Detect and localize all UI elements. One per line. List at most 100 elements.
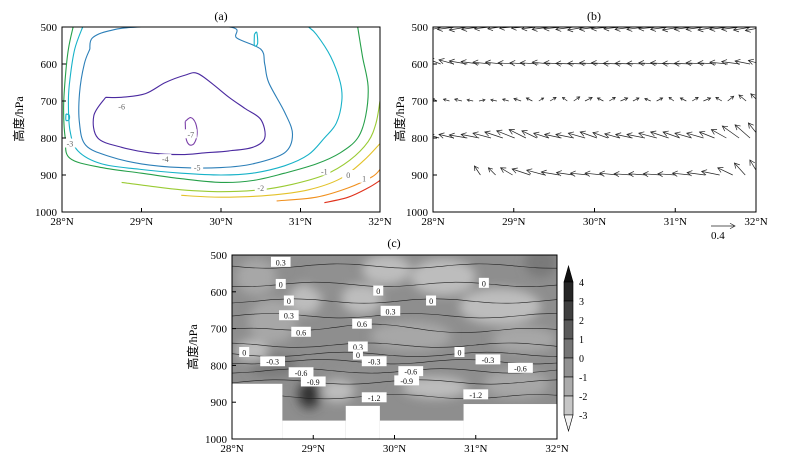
panel-b-ytick-label: 1000	[406, 207, 429, 219]
contour-label: -0.9	[307, 378, 320, 387]
wind-vector	[487, 167, 496, 176]
wind-vector	[644, 97, 651, 102]
wind-vector	[592, 131, 609, 139]
wind-vector	[490, 98, 497, 102]
wind-vector	[584, 170, 604, 177]
shading-patch	[321, 380, 354, 403]
contour-line-1	[92, 72, 266, 156]
wind-vector	[466, 98, 474, 102]
contour-label: 0	[279, 280, 283, 289]
wind-vector	[657, 171, 676, 178]
panel-b-axes: 28°N 29°N 30°N 31°N 32°N 500 600 700 800 900 1000	[406, 22, 768, 228]
wind-vector	[721, 125, 740, 139]
panel-b-xtick-label: 28°N	[421, 216, 444, 228]
wind-vector	[496, 129, 515, 139]
terrain-mask-block	[345, 405, 380, 439]
wind-vector	[561, 96, 568, 102]
contour-label-bg	[348, 341, 368, 352]
panel-a-ytick-label: 1000	[35, 207, 58, 219]
panel-c-contour-labels: 0.3000.30.60-0.3-0.6-0.90.60.300.30-0.3-…	[239, 256, 533, 403]
panel-c: (c) 0.3000.30.60-0.3-0.6-0.90.60.300.30-…	[185, 236, 587, 455]
contour-label-bg	[342, 170, 355, 179]
panel-c-label: (c)	[387, 236, 400, 250]
colorbar: 4 3 2 1 0 -1 -2 -3	[563, 264, 587, 433]
contour-label: 0	[482, 279, 486, 288]
contour-label: -0.6	[514, 364, 527, 373]
panel-b-vectors	[433, 27, 756, 178]
panel-a-ytick-label: 500	[41, 22, 58, 34]
contour-label-bg	[270, 256, 291, 267]
contour-label: -2	[257, 184, 264, 193]
contour-line	[232, 368, 557, 374]
contour-line-7	[276, 169, 380, 202]
panel-b-xtick-label: 29°N	[502, 216, 525, 228]
wind-vector	[673, 60, 693, 67]
panel-b: (b) 28°N 29°N 30°N 31°N 32°N 500 600 700 800 900 1…	[392, 9, 768, 242]
contour-label: -0.9	[400, 377, 413, 386]
wind-vector	[578, 60, 598, 67]
contour-line-2	[78, 27, 294, 169]
wind-vector	[460, 132, 480, 139]
contour-line	[232, 281, 557, 287]
wind-vector	[598, 170, 618, 177]
contour-line	[232, 263, 557, 269]
contour-label: -1.2	[368, 394, 381, 403]
wind-vector	[604, 132, 620, 139]
panel-a-xtick-label: 28°N	[50, 216, 73, 228]
contour-line-5	[121, 100, 380, 193]
wind-vector	[703, 97, 712, 102]
wind-vector	[433, 133, 440, 139]
panel-c-axes: 28°N 29°N 30°N 31°N 32°N 500 600 700 800 900 1000	[205, 250, 569, 455]
wind-vector	[538, 97, 545, 102]
wind-vector	[473, 27, 490, 32]
contour-label-bg	[260, 356, 286, 367]
panel-a-contour-labels: -7 -6 -5 -4 -3 -2 -1 0 1	[63, 101, 371, 193]
wind-vector	[533, 131, 549, 139]
contour-line-0	[184, 117, 198, 146]
contour-label-bg	[318, 166, 331, 176]
wind-vector	[499, 167, 513, 176]
wind-vector	[555, 132, 574, 139]
contour-label: 0	[242, 349, 246, 358]
terrain-mask-block	[463, 404, 557, 439]
contour-label: 0.3	[385, 307, 395, 316]
panel-a-axes: 28°N 29°N 30°N 31°N 32°N 500 600 700 800 900 1000	[35, 22, 392, 228]
panel-c-field	[232, 255, 557, 439]
colorbar-label: 4	[579, 278, 584, 289]
colorbar-label: -2	[579, 392, 587, 403]
shading-patch	[236, 258, 277, 296]
shading-patch	[370, 321, 452, 351]
contour-label-bg	[279, 310, 299, 321]
wind-vector	[671, 170, 691, 177]
contour-label-bg	[361, 356, 387, 367]
contour-label: -0.3	[482, 356, 495, 365]
shading-patch	[362, 255, 411, 285]
wind-vector	[501, 98, 509, 102]
panel-b-label: (b)	[587, 9, 601, 23]
wind-vector	[543, 132, 562, 139]
panel-a-ytick-label: 900	[41, 170, 58, 182]
wind-vector	[498, 27, 512, 31]
wind-vector	[531, 59, 551, 66]
contour-line	[232, 342, 557, 348]
wind-vector	[472, 131, 492, 139]
wind-vector	[540, 169, 560, 176]
panel-c-xtick-label: 30°N	[383, 443, 406, 455]
wind-vector	[642, 171, 662, 178]
wind-vector	[567, 60, 586, 67]
colorbar-segment	[563, 357, 574, 378]
panel-c-xtick-label: 32°N	[545, 443, 568, 455]
wind-vector	[686, 131, 704, 139]
panel-a-ytick-label: 600	[41, 59, 58, 71]
wind-vector	[602, 60, 622, 67]
contour-label-bg	[115, 101, 128, 111]
contour-label: -3	[67, 140, 74, 149]
contour-label: -1	[321, 167, 328, 176]
wind-vector	[555, 170, 574, 177]
contour-line	[232, 323, 557, 333]
panel-a-ylabel: 高度/hPa	[11, 96, 26, 142]
wind-vector	[453, 97, 462, 102]
wind-vector	[549, 97, 557, 102]
wind-vector	[478, 98, 486, 102]
contour-label: -7	[187, 130, 194, 139]
